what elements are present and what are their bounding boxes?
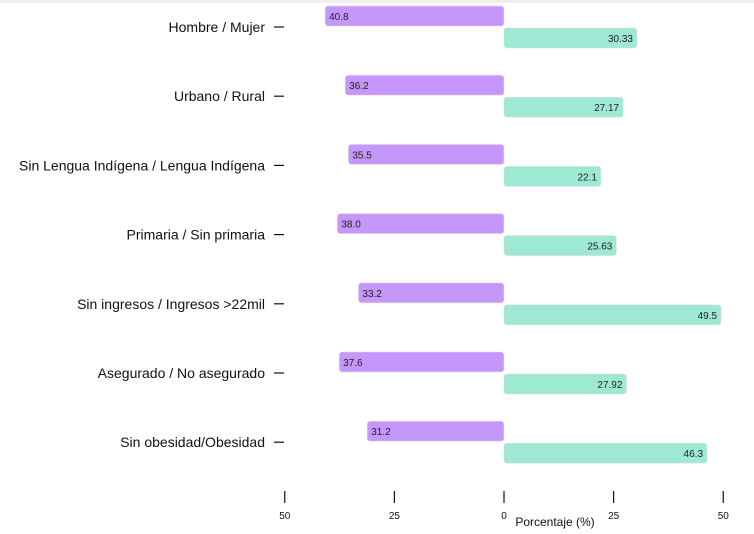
data-label: 22.1 (577, 172, 597, 183)
category-label: Asegurado / No asegurado (98, 365, 266, 381)
x-tick-label: 0 (501, 511, 507, 522)
data-label: 37.6 (343, 358, 363, 369)
bar (358, 282, 505, 304)
bar (503, 373, 627, 395)
data-label: 35.5 (352, 150, 372, 161)
category-label: Primaria / Sin primaria (127, 227, 266, 243)
x-tick-label: 50 (718, 511, 730, 522)
bar (348, 144, 505, 165)
x-axis-label: Porcentaje (%) (515, 515, 594, 529)
category-label: Sin Lengua Indígena / Lengua Indígena (19, 157, 265, 173)
bar (337, 213, 505, 234)
data-label: 33.2 (362, 289, 382, 300)
data-label: 36.2 (349, 81, 369, 92)
data-label: 25.63 (587, 242, 612, 253)
bar (338, 351, 505, 373)
bar (503, 96, 624, 118)
x-tick-label: 25 (389, 511, 401, 522)
data-label: 31.2 (371, 427, 391, 438)
x-tick-label: 50 (279, 511, 291, 522)
bar (324, 5, 505, 27)
data-label: 49.5 (698, 311, 718, 322)
bar (503, 27, 638, 49)
category-label: Hombre / Mujer (169, 19, 266, 35)
x-tick-label: 25 (608, 511, 620, 522)
data-label: 30.33 (608, 34, 633, 45)
bar (503, 442, 708, 464)
data-label: 38.0 (341, 220, 361, 231)
category-label: Sin obesidad/Obesidad (120, 434, 265, 450)
bar (503, 304, 722, 326)
bar (503, 166, 602, 187)
data-label: 40.8 (329, 12, 349, 23)
bar (366, 420, 505, 442)
bar (344, 74, 505, 96)
data-label: 27.92 (597, 380, 622, 391)
bar (503, 235, 617, 256)
data-label: 27.17 (594, 103, 619, 114)
category-label: Sin ingresos / Ingresos >22mil (77, 296, 265, 312)
data-label: 46.3 (684, 449, 704, 460)
top-band (0, 0, 754, 3)
category-label: Urbano / Rural (174, 88, 265, 104)
